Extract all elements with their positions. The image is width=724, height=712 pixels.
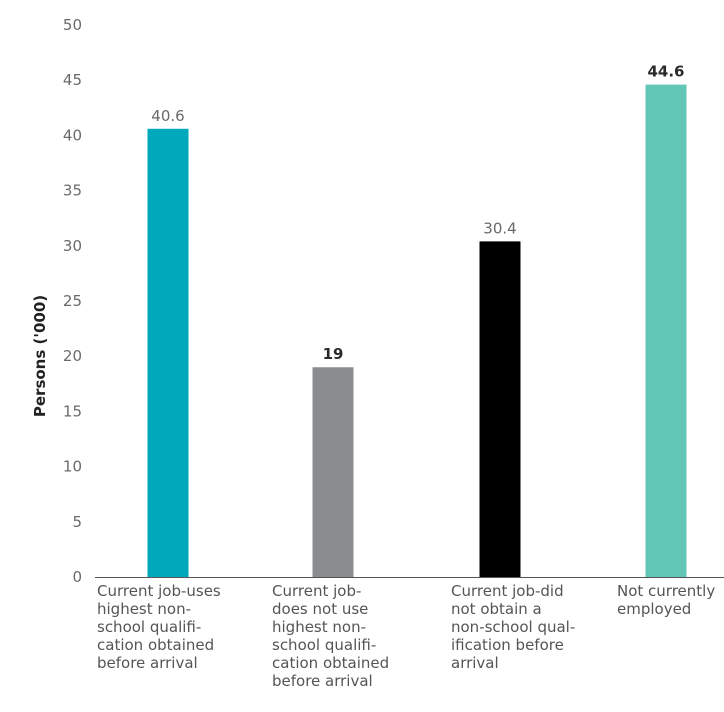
x-category-label-line: before arrival <box>272 672 373 690</box>
data-label: 19 <box>323 345 344 363</box>
y-tick-label: 15 <box>63 402 82 420</box>
bar <box>312 367 354 577</box>
x-category-label-line: school qualifi- <box>272 636 377 654</box>
x-category-label-line: cation obtained <box>97 636 215 654</box>
x-category-label-line: employed <box>617 600 692 618</box>
x-category-label-line: does not use <box>272 600 369 618</box>
y-tick-label: 10 <box>63 458 82 476</box>
x-category-label: Current job-does not use highest non-scho… <box>272 582 389 690</box>
x-category-label-line: non-school qual- <box>451 618 576 636</box>
y-tick-label: 35 <box>63 182 82 200</box>
data-label: 44.6 <box>647 63 684 81</box>
x-category-label-line: highest non- <box>97 600 191 618</box>
data-labels: 40.6 19 30.4 44.6 <box>151 63 684 364</box>
y-axis-label: Persons ('000) <box>31 295 49 417</box>
x-category-label-line: Not currently <box>617 582 716 600</box>
bar <box>479 241 521 577</box>
x-category-label: Not currently employed <box>617 582 715 618</box>
data-label: 40.6 <box>151 107 184 125</box>
bar <box>645 84 687 577</box>
x-category-label-line: not obtain a <box>451 600 542 618</box>
x-category-label-line: highest non- <box>272 618 366 636</box>
y-tick-label: 50 <box>63 16 82 34</box>
y-axis-ticks: 0 5 10 15 20 25 30 35 40 45 50 <box>63 16 82 586</box>
data-label: 30.4 <box>483 219 516 237</box>
x-category-label: Current job-did not obtain a non-school qu… <box>451 582 575 672</box>
bar <box>147 128 189 577</box>
x-category-label-line: cation obtained <box>272 654 390 672</box>
x-category-label-line: before arrival <box>97 654 198 672</box>
y-tick-label: 5 <box>72 513 82 531</box>
x-category-label: Current job-uses highest non-school quali… <box>97 582 221 672</box>
y-tick-label: 0 <box>72 568 82 586</box>
x-category-label-line: ification before <box>451 636 564 654</box>
x-category-label-line: school qualifi- <box>97 618 202 636</box>
y-tick-label: 25 <box>63 292 82 310</box>
x-category-label-line: Current job-uses <box>97 582 221 600</box>
bars <box>147 84 687 577</box>
y-tick-label: 30 <box>63 237 82 255</box>
x-category-label-line: Current job- <box>272 582 362 600</box>
y-tick-label: 20 <box>63 347 82 365</box>
y-tick-label: 45 <box>63 71 82 89</box>
x-category-label-line: arrival <box>451 654 499 672</box>
x-category-label-line: Current job-did <box>451 582 564 600</box>
y-tick-label: 40 <box>63 126 82 144</box>
